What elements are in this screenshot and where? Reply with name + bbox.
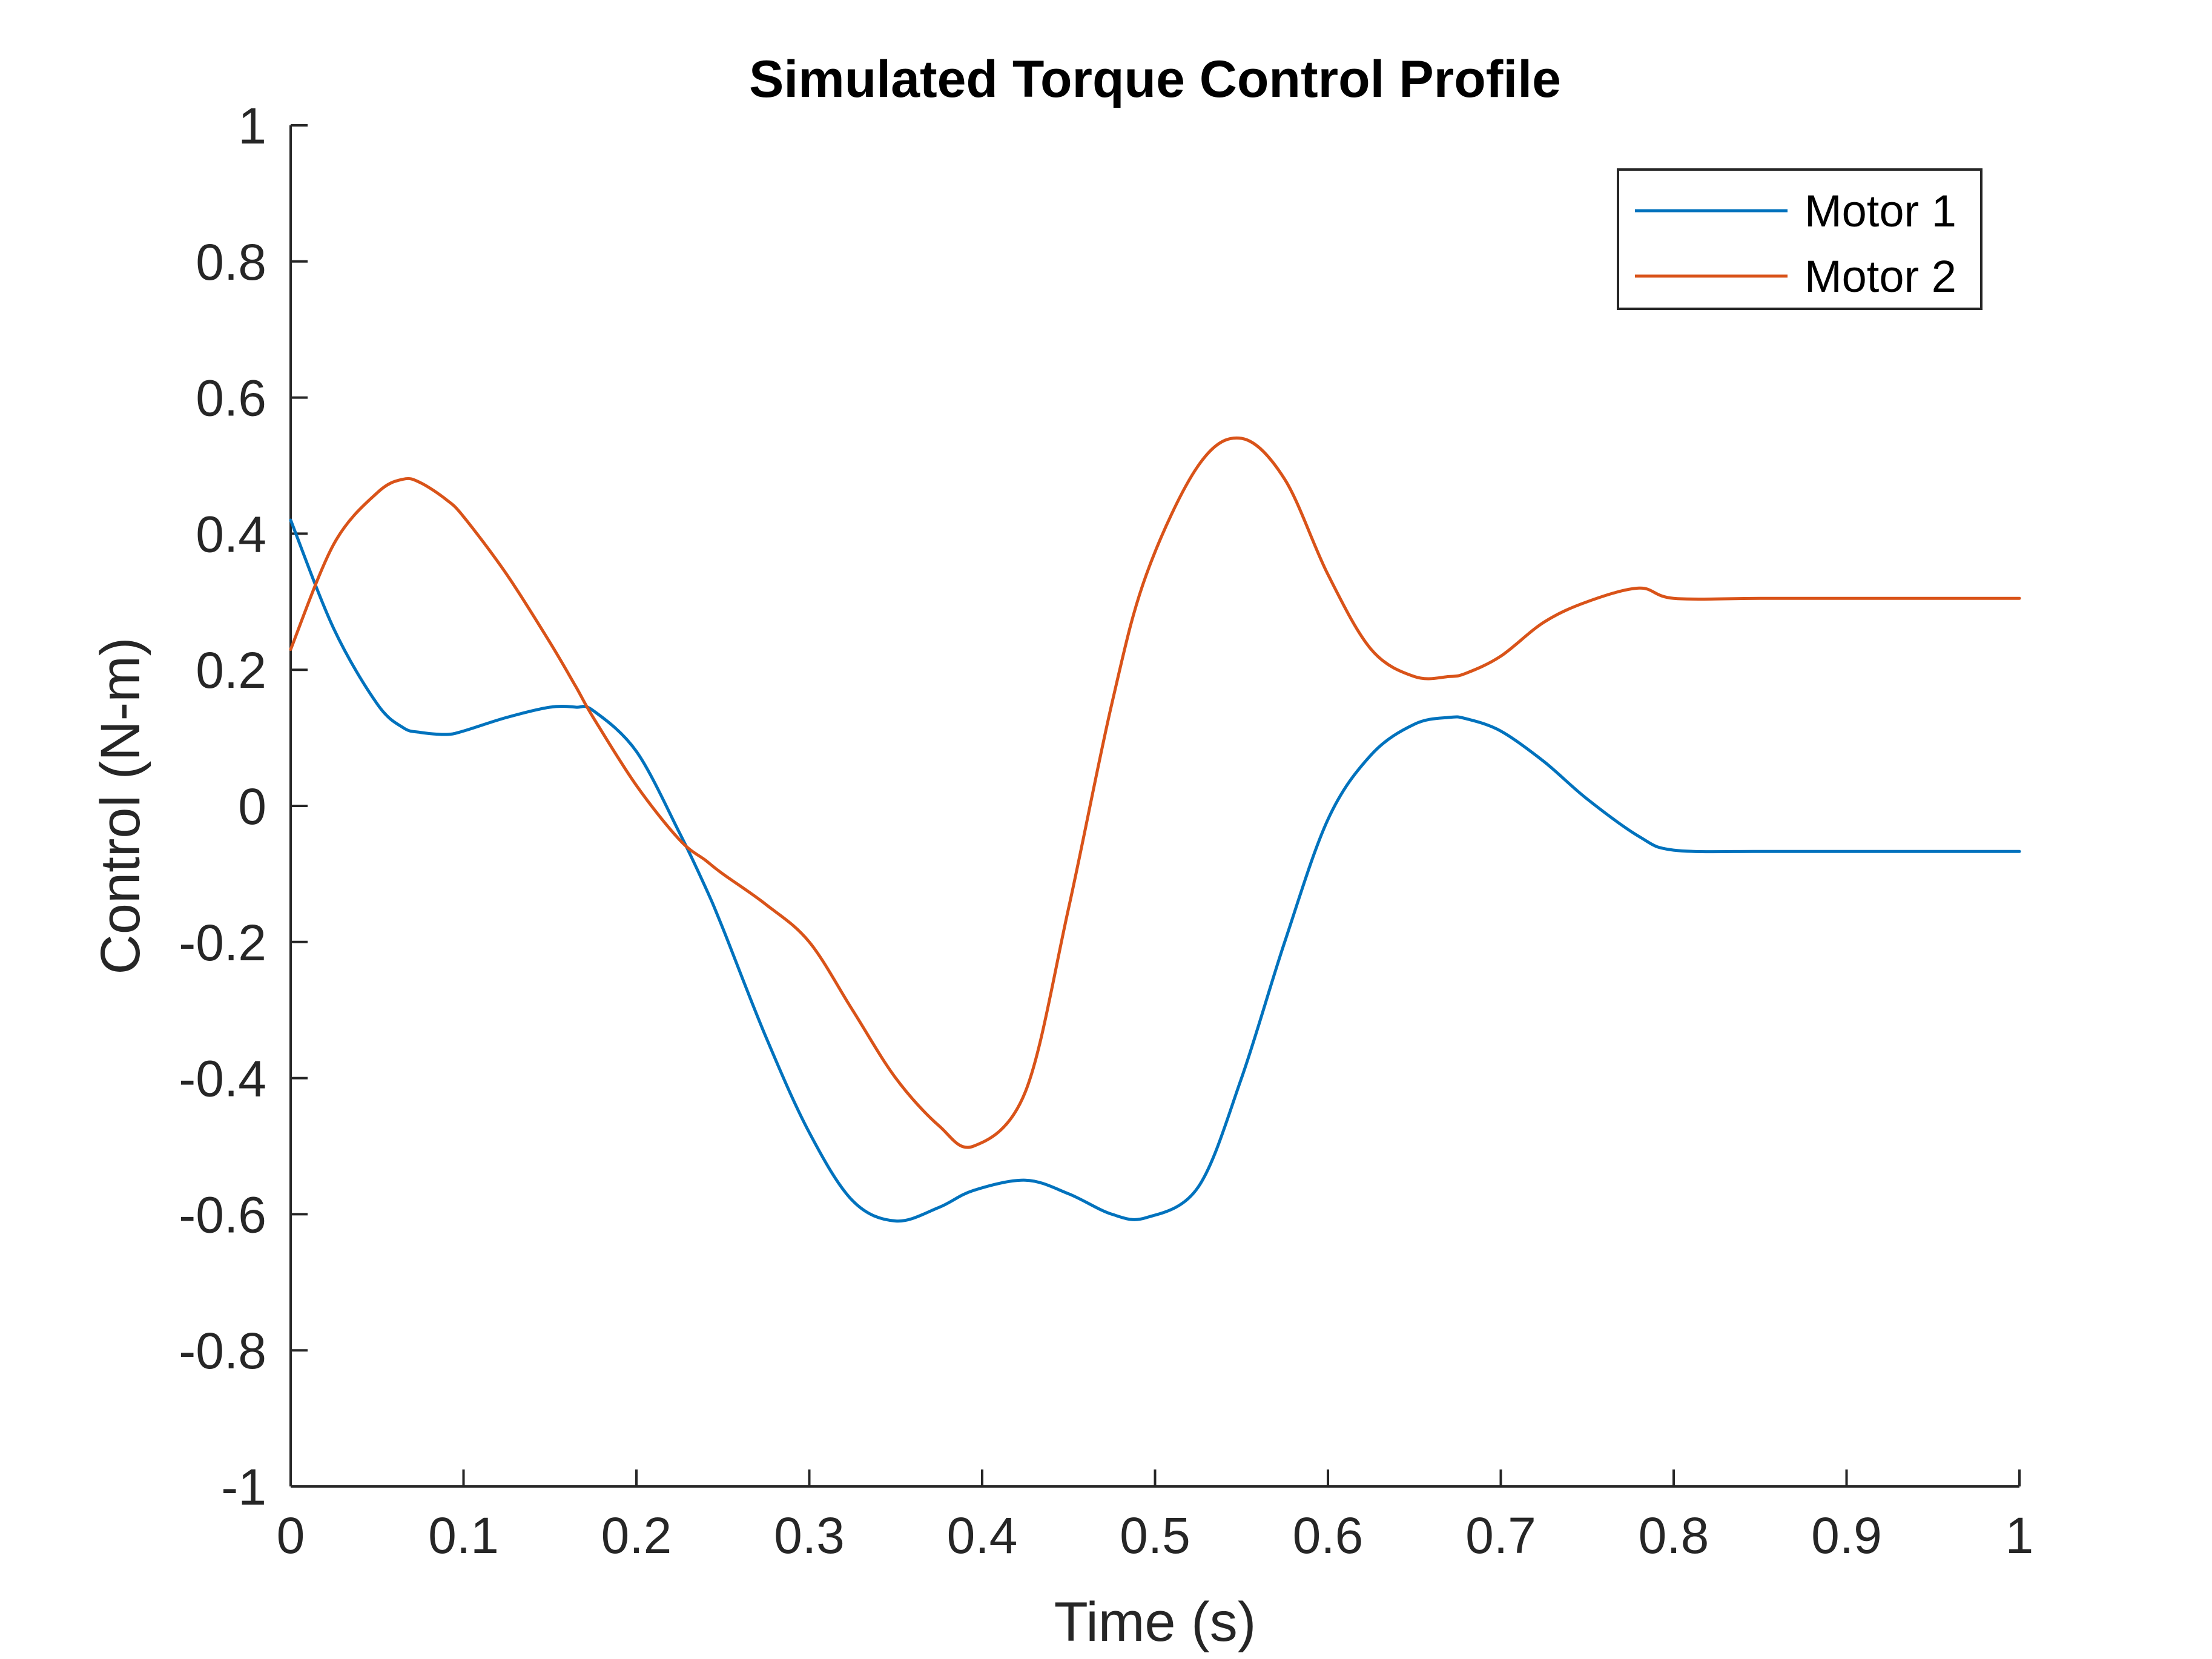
- y-tick-label: -1: [221, 1459, 266, 1516]
- x-tick-label: 0.6: [1293, 1507, 1364, 1564]
- x-tick-label: 0: [277, 1507, 305, 1564]
- y-axis-label: Control (N-m): [90, 637, 151, 974]
- series-lines: [289, 436, 2021, 1223]
- y-axis-ticks: 1 0.8 0.6 0.4 0.2 0 -0.2 -0.4 -0.6 -0.8 -1: [179, 97, 308, 1516]
- x-tick-label: 0.3: [774, 1507, 845, 1564]
- x-tick-label: 0.1: [428, 1507, 499, 1564]
- x-axis-label: Time (s): [1054, 1591, 1256, 1653]
- y-tick-label: 0.2: [196, 642, 266, 699]
- y-tick-label: 1: [238, 97, 266, 154]
- x-axis-ticks: 0 0.1 0.2 0.3 0.4 0.5 0.6 0.7 0.8 0.9 1: [277, 1469, 2034, 1564]
- axes: [289, 125, 2019, 1488]
- y-tick-label: -0.8: [179, 1322, 266, 1379]
- x-tick-label: 0.8: [1639, 1507, 1709, 1564]
- y-tick-label: -0.2: [179, 914, 266, 971]
- legend-entry-label: Motor 1: [1804, 186, 1956, 236]
- chart-title: Simulated Torque Control Profile: [749, 50, 1561, 108]
- series-line-motor-2: [289, 436, 2021, 1149]
- legend-entry-label: Motor 2: [1804, 251, 1956, 302]
- y-tick-label: 0.8: [196, 234, 266, 291]
- x-tick-label: 0.4: [947, 1507, 1018, 1564]
- series-line-motor-1: [289, 518, 2021, 1223]
- y-tick-label: 0.4: [196, 506, 266, 562]
- legend-box: [1617, 168, 1983, 310]
- legend: Motor 1 Motor 2: [1617, 168, 1983, 310]
- x-tick-label: 0.9: [1811, 1507, 1882, 1564]
- y-tick-label: 0: [238, 778, 266, 835]
- x-tick-label: 0.2: [601, 1507, 672, 1564]
- y-tick-label: -0.4: [179, 1050, 266, 1107]
- y-tick-label: -0.6: [179, 1186, 266, 1243]
- x-tick-label: 0.5: [1120, 1507, 1190, 1564]
- x-tick-label: 1: [2006, 1507, 2034, 1564]
- x-tick-label: 0.7: [1465, 1507, 1536, 1564]
- y-tick-label: 0.6: [196, 370, 266, 427]
